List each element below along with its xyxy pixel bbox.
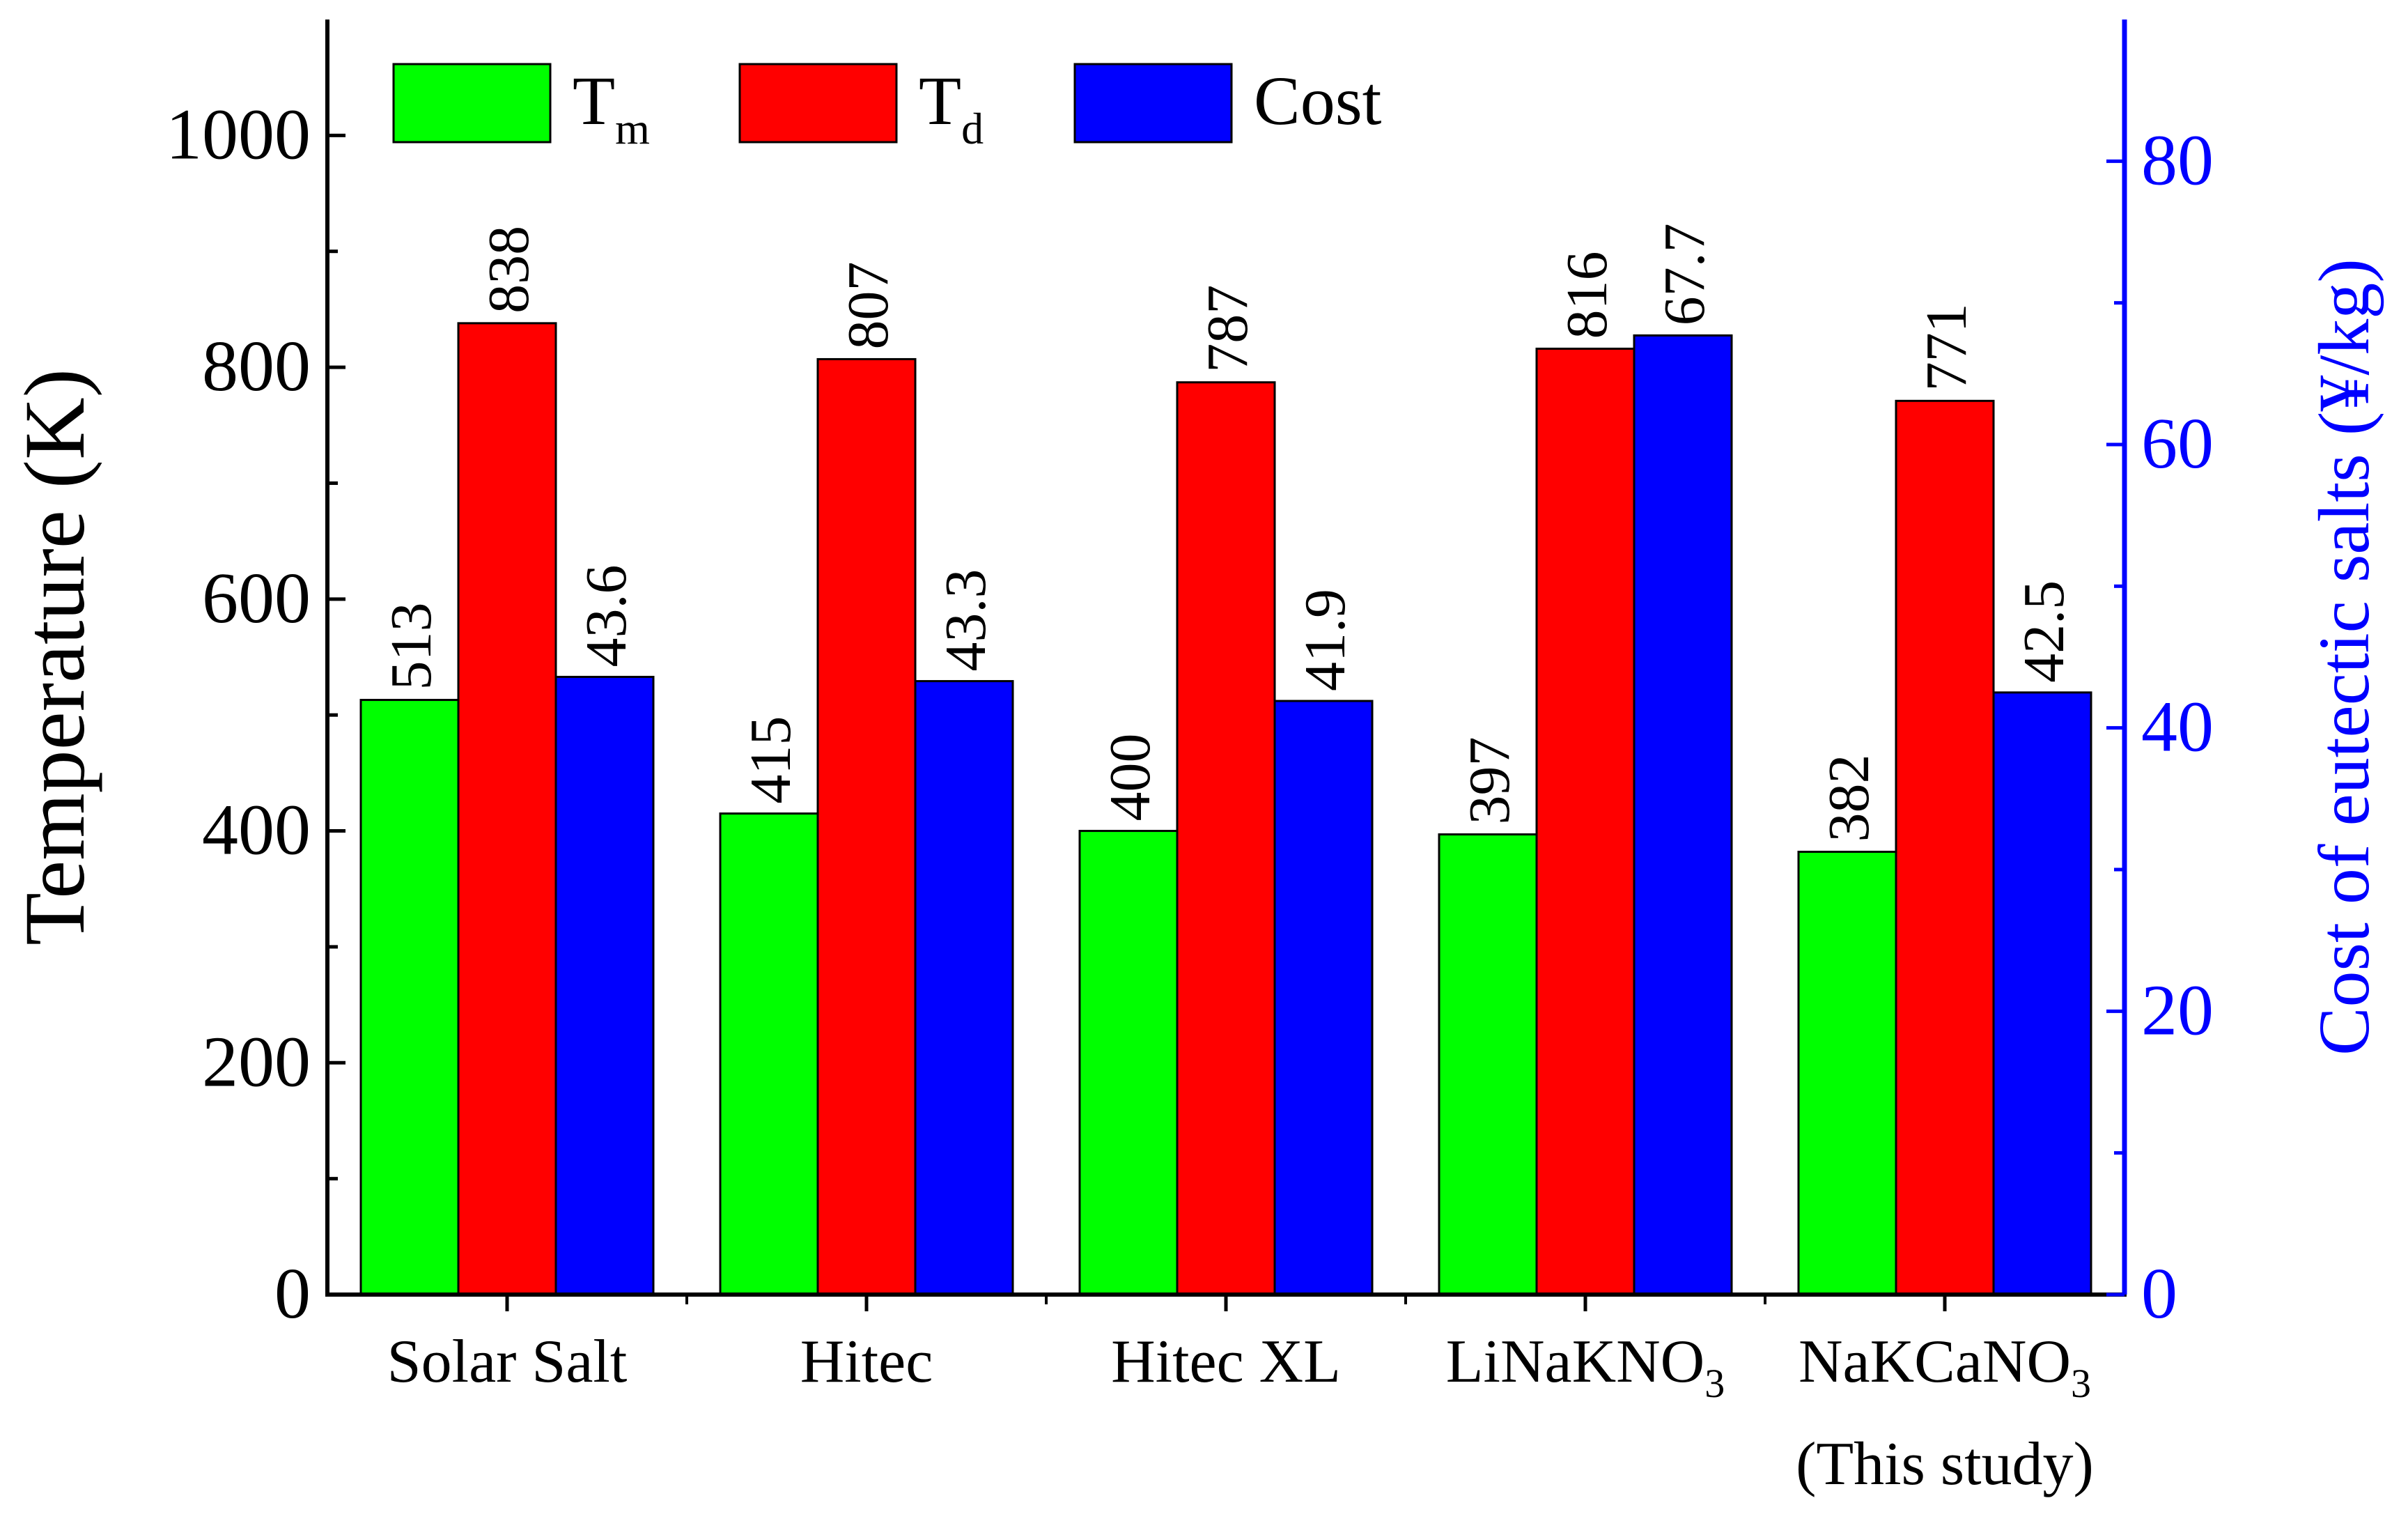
x-tick-label-text: LiNaKNO [1446, 1328, 1704, 1396]
value-label-td-1: 838 [476, 226, 541, 314]
x-tick-label: LiNaKNO3 [1446, 1328, 1725, 1406]
value-label-cost-1: 43.6 [574, 564, 639, 667]
y2-tick-label: 60 [2141, 403, 2214, 484]
legend-label-td: Td [919, 62, 984, 153]
bar-cost-3 [1273, 700, 1374, 1296]
bar-cost-4 [1633, 334, 1733, 1296]
value-label-td-2: 807 [836, 261, 901, 349]
y2-tick-label: 20 [2141, 970, 2214, 1050]
x-tick-label-line2: (This study) [1796, 1430, 2094, 1498]
x-tick-label-text: NaKCaNO [1799, 1328, 2071, 1396]
value-label-td-4: 816 [1555, 251, 1619, 339]
value-labels-layer: 513 838 43.6 415 807 43.3 400 787 41.9 397 816 67.7… [379, 223, 2076, 842]
bar-td-4 [1535, 347, 1636, 1296]
bar-td-2 [816, 357, 917, 1296]
value-label-cost-5: 42.5 [2012, 580, 2076, 683]
legend-swatch-cost [1073, 63, 1233, 144]
value-label-tm-3: 400 [1098, 734, 1163, 821]
legend-label-subscript: d [961, 104, 984, 153]
x-tick-label: Hitec XL [1111, 1328, 1341, 1396]
value-label-tm-2: 415 [738, 716, 803, 804]
y-tick-label: 600 [202, 558, 311, 638]
legend-swatch-td [738, 63, 898, 144]
bar-td-1 [457, 322, 557, 1296]
value-label-tm-4: 397 [1457, 737, 1522, 825]
legend-label-cost: Cost [1254, 62, 1382, 139]
value-label-cost-3: 41.9 [1293, 589, 1358, 691]
value-label-tm-1: 513 [379, 603, 444, 690]
bar-cost-1 [554, 675, 655, 1296]
x-tick-label-subscript: 3 [1704, 1361, 1725, 1406]
legend: Tm Td Cost [392, 62, 1382, 153]
value-label-cost-2: 43.3 [933, 569, 998, 672]
bar-tm-3 [1078, 830, 1179, 1296]
y2-tick-label: 80 [2141, 120, 2214, 200]
x-tick-label-subscript: 3 [2071, 1361, 2091, 1406]
y-tick-label: 200 [202, 1021, 311, 1102]
y-tick-label: 1000 [166, 94, 311, 174]
y2-tick-label: 0 [2141, 1253, 2177, 1334]
x-tick-label-text: Hitec XL [1111, 1328, 1341, 1396]
y-tick-label: 0 [274, 1253, 311, 1334]
legend-label-text: T [919, 62, 961, 139]
value-label-cost-4: 67.7 [1652, 223, 1717, 325]
x-tick-label: NaKCaNO3 [1799, 1328, 2091, 1406]
legend-label-text: Cost [1254, 62, 1382, 139]
y-tick-label: 800 [202, 326, 311, 406]
bar-cost-2 [914, 680, 1014, 1296]
legend-label-text: T [573, 62, 615, 139]
x-tick-label-text: Solar Salt [387, 1328, 628, 1396]
legend-label-subscript: m [615, 104, 650, 153]
legend-swatch-tm [392, 63, 552, 144]
bars-layer [359, 322, 2092, 1296]
value-label-td-5: 771 [1914, 303, 1979, 391]
value-label-tm-5: 382 [1817, 754, 1881, 842]
bar-tm-5 [1797, 850, 1897, 1296]
y-tick-label: 400 [202, 790, 311, 870]
y2-tick-label: 40 [2141, 687, 2214, 767]
bar-cost-5 [1992, 691, 2092, 1296]
x-tick-label: Solar Salt [387, 1328, 628, 1396]
legend-label-tm: Tm [573, 62, 650, 153]
bar-tm-2 [719, 812, 819, 1296]
value-label-td-3: 787 [1195, 285, 1260, 373]
bar-td-3 [1176, 381, 1276, 1296]
bar-tm-4 [1438, 833, 1538, 1296]
bar-tm-1 [359, 699, 460, 1296]
axes-layer: 0 200 400 600 800 1000 Temperature (K) 0 20 40 60 8… [7, 20, 2384, 1498]
bar-td-5 [1895, 399, 1995, 1296]
y-axis-title: Temperature (K) [7, 369, 102, 946]
x-tick-label: Hitec [800, 1328, 933, 1396]
x-tick-label-text: Hitec [800, 1328, 933, 1396]
y2-axis-title: Cost of eutectic salts (¥/kg) [2304, 258, 2384, 1056]
